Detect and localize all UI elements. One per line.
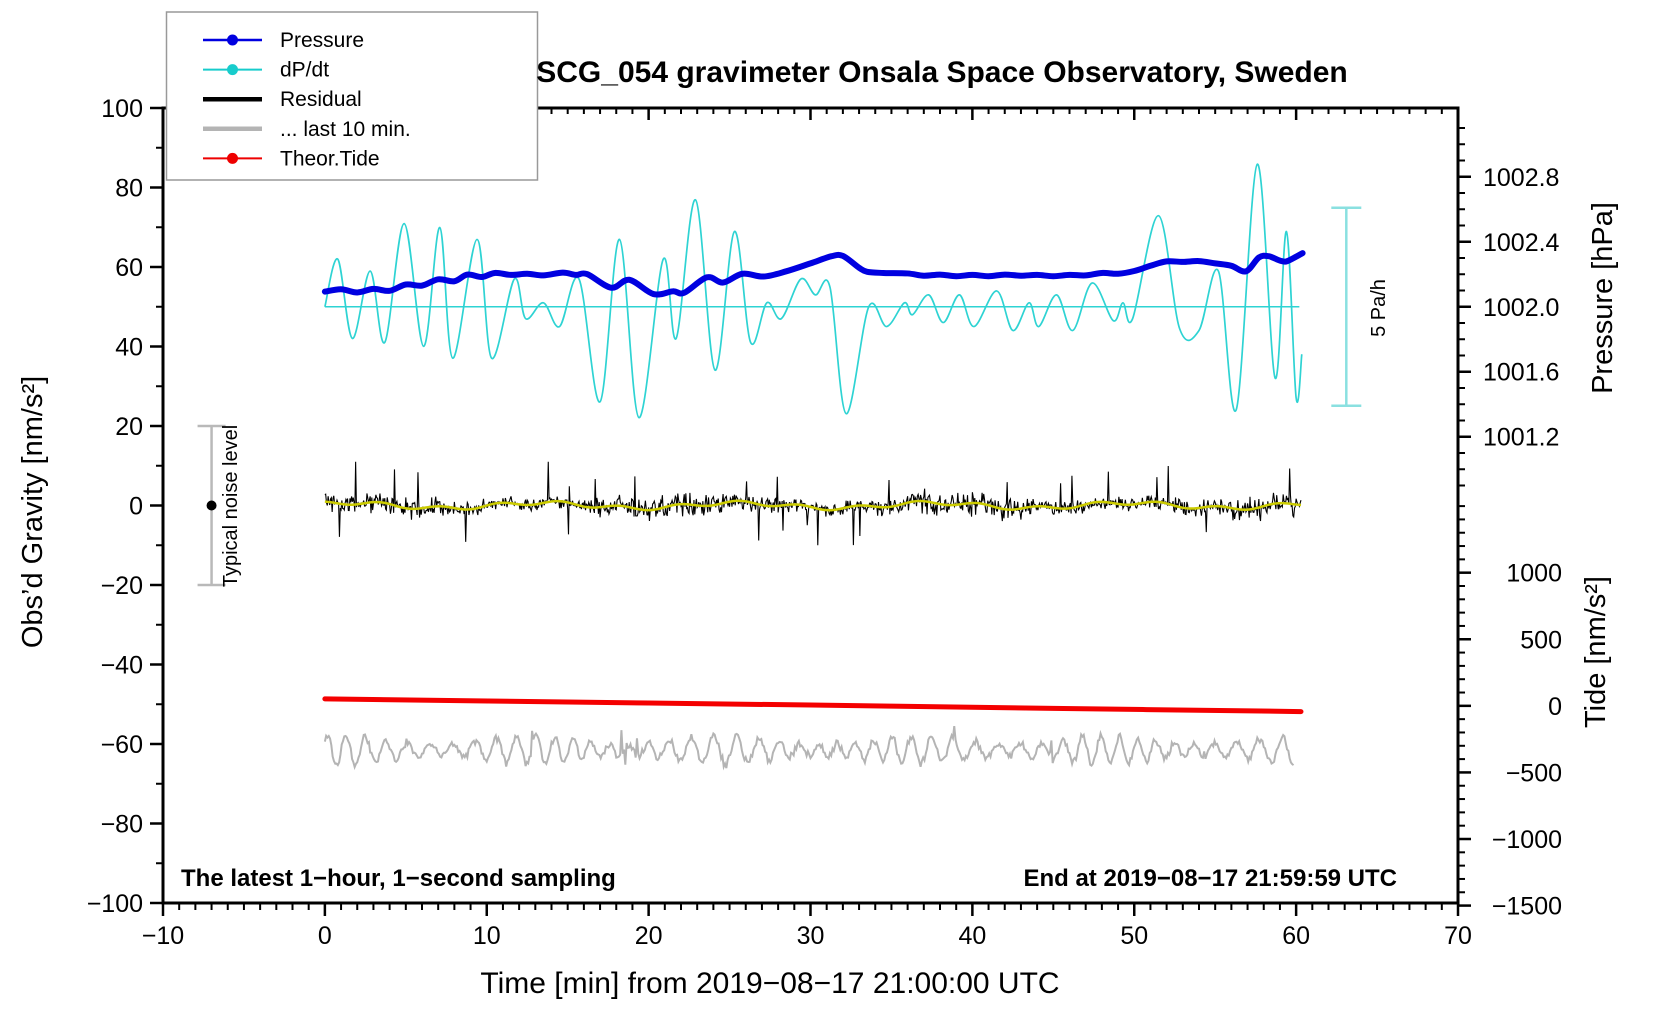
gravity-tick-label: 20 — [115, 413, 143, 441]
x-tick-label: 60 — [1282, 922, 1310, 950]
residual-trace — [324, 461, 1302, 546]
legend-item-residual: Residual — [203, 88, 362, 111]
annotations — [197, 206, 1362, 587]
x-tick-label: 10 — [473, 922, 501, 950]
tide-axis-title: Tide [nm/s²] — [1580, 576, 1612, 728]
gravity-tick-label: −60 — [101, 731, 143, 759]
axis-tick-labels: −10 0 10 20 30 40 50 60 70100806040200−20−40−60−… — [87, 95, 1562, 950]
legend-item-pressure: Pressure — [203, 29, 364, 52]
pressure-tick-label: 1002.4 — [1483, 229, 1560, 257]
legend-item-dp-dt: dP/dt — [203, 59, 329, 82]
gravity-tick-label: 100 — [101, 95, 143, 123]
legend: Pressure dP/dt Residual ... last 10 min. The… — [165, 11, 539, 181]
x-tick-label: 0 — [318, 922, 332, 950]
tide-tick-label: 500 — [1520, 626, 1562, 654]
plot-frame — [161, 106, 1460, 905]
pressure-scale-label: 5 Pa/h — [1368, 279, 1390, 337]
x-tick-label: 40 — [958, 922, 986, 950]
legend-item-label: Pressure — [280, 29, 364, 52]
series — [321, 163, 1306, 771]
axis-ticks — [150, 106, 1471, 916]
x-tick-label: 70 — [1444, 922, 1472, 950]
x-axis-title: Time [min] from 2019−08−17 21:00:00 UTC — [480, 967, 1059, 1000]
pressure-tick-label: 1001.2 — [1483, 424, 1559, 452]
pressure-curve — [321, 250, 1306, 298]
pressure-axis-title: Pressure [hPa] — [1587, 202, 1619, 394]
gravity-tick-label: −80 — [101, 811, 143, 839]
noise-level-label: Typical noise level — [220, 425, 242, 587]
legend-marker-dot — [227, 34, 238, 46]
frame — [161, 106, 1460, 905]
gravity-tick-label: 0 — [129, 493, 143, 521]
tide-curve — [322, 696, 1304, 715]
tide-tick-label: 0 — [1548, 693, 1562, 721]
residual-smooth-line — [324, 499, 1302, 512]
gravity-tick-label: −20 — [101, 572, 143, 600]
tide-tick-label: −1500 — [1492, 893, 1562, 921]
legend-item-label: dP/dt — [280, 59, 329, 82]
gravity-tick-label: 60 — [115, 254, 143, 282]
pressure-tick-label: 1001.6 — [1483, 359, 1559, 387]
tide-tick-label: −500 — [1506, 759, 1562, 787]
gravity-tick-label: −40 — [101, 652, 143, 680]
legend-marker-dot — [227, 152, 238, 164]
pressure-tick-label: 1002.8 — [1483, 164, 1559, 192]
x-tick-label: 30 — [797, 922, 825, 950]
sampling-note: The latest 1−hour, 1−second sampling — [181, 865, 616, 892]
noise-level-dot — [206, 500, 217, 511]
legend-item-label: Theor.Tide — [280, 147, 380, 170]
gravity-tick-label: 80 — [115, 175, 143, 203]
legend-marker-dot — [227, 64, 238, 76]
gravity-tick-label: −100 — [87, 890, 143, 918]
gravity-tick-label: 40 — [115, 334, 143, 362]
gravity-axis-title: Obs’d Gravity [nm/s²] — [17, 376, 49, 648]
x-tick-label: 50 — [1120, 922, 1148, 950]
tide-tick-label: 1000 — [1506, 560, 1562, 588]
legend-item-theor-tide: Theor.Tide — [203, 147, 380, 170]
pressure-tick-label: 1002.0 — [1483, 294, 1559, 322]
legend-item-last-min: ... last 10 min. — [203, 118, 411, 141]
x-tick-label: 20 — [635, 922, 663, 950]
x-tick-label: −10 — [142, 922, 184, 950]
end-time-note: End at 2019−08−17 21:59:59 UTC — [1023, 865, 1397, 892]
chart-title: SCG_054 gravimeter Onsala Space Observat… — [536, 56, 1348, 89]
legend-item-label: ... last 10 min. — [280, 118, 411, 141]
last10min-trace — [323, 725, 1295, 771]
dpdt-curve — [324, 163, 1303, 419]
legend-item-label: Residual — [280, 88, 362, 111]
tide-tick-label: −1000 — [1492, 826, 1562, 854]
